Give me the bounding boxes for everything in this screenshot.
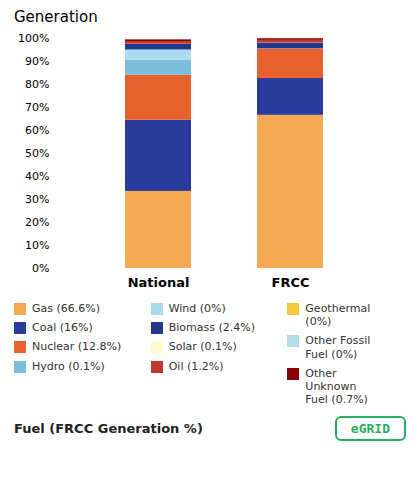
svg-text:70%: 70% [25,101,49,114]
html-text:Gas (66.6%): Gas (66.6%) [32,302,100,315]
svg-text:FRCC: FRCC [272,275,310,290]
svg-text:50%: 50% [25,147,49,160]
svg-text:60%: 60% [25,124,49,137]
html-text:Nuclear (12.8%): Nuclear (12.8%) [32,340,122,354]
html-text:Other Unknown Fuel (0.7%): Other Unknown Fuel (0.7%) [305,366,368,407]
svg-text:0%: 0% [32,262,49,275]
svg-text:30%: 30% [25,193,49,206]
svg-text:National: National [128,275,190,290]
html-text:Fuel (FRCC Generation %): Fuel (FRCC Generation %) [14,421,203,437]
svg-text:80%: 80% [25,78,49,91]
html-text:Generation: Generation [14,8,98,26]
html-text:Coal (16%): Coal (16%) [32,321,93,335]
html-text:Oil (1.2%): Oil (1.2%) [168,359,224,373]
html-text:Geothermal (0%): Geothermal (0%) [305,302,371,329]
html-text:Wind (0%): Wind (0%) [168,302,226,315]
html-text:eGRID: eGRID [350,421,390,437]
svg-text:100%: 100% [18,32,49,45]
svg-text:10%: 10% [25,239,49,252]
html-text:Biomass (2.4%): Biomass (2.4%) [168,321,255,335]
svg-text:40%: 40% [25,170,49,183]
html-text:Hydro (0.1%): Hydro (0.1%) [32,359,105,373]
html-text:Other Fossil Fuel (0%): Other Fossil Fuel (0%) [305,334,371,361]
svg-text:20%: 20% [25,216,49,229]
html-text:Solar (0.1%): Solar (0.1%) [168,340,237,354]
svg-text:90%: 90% [25,55,49,68]
